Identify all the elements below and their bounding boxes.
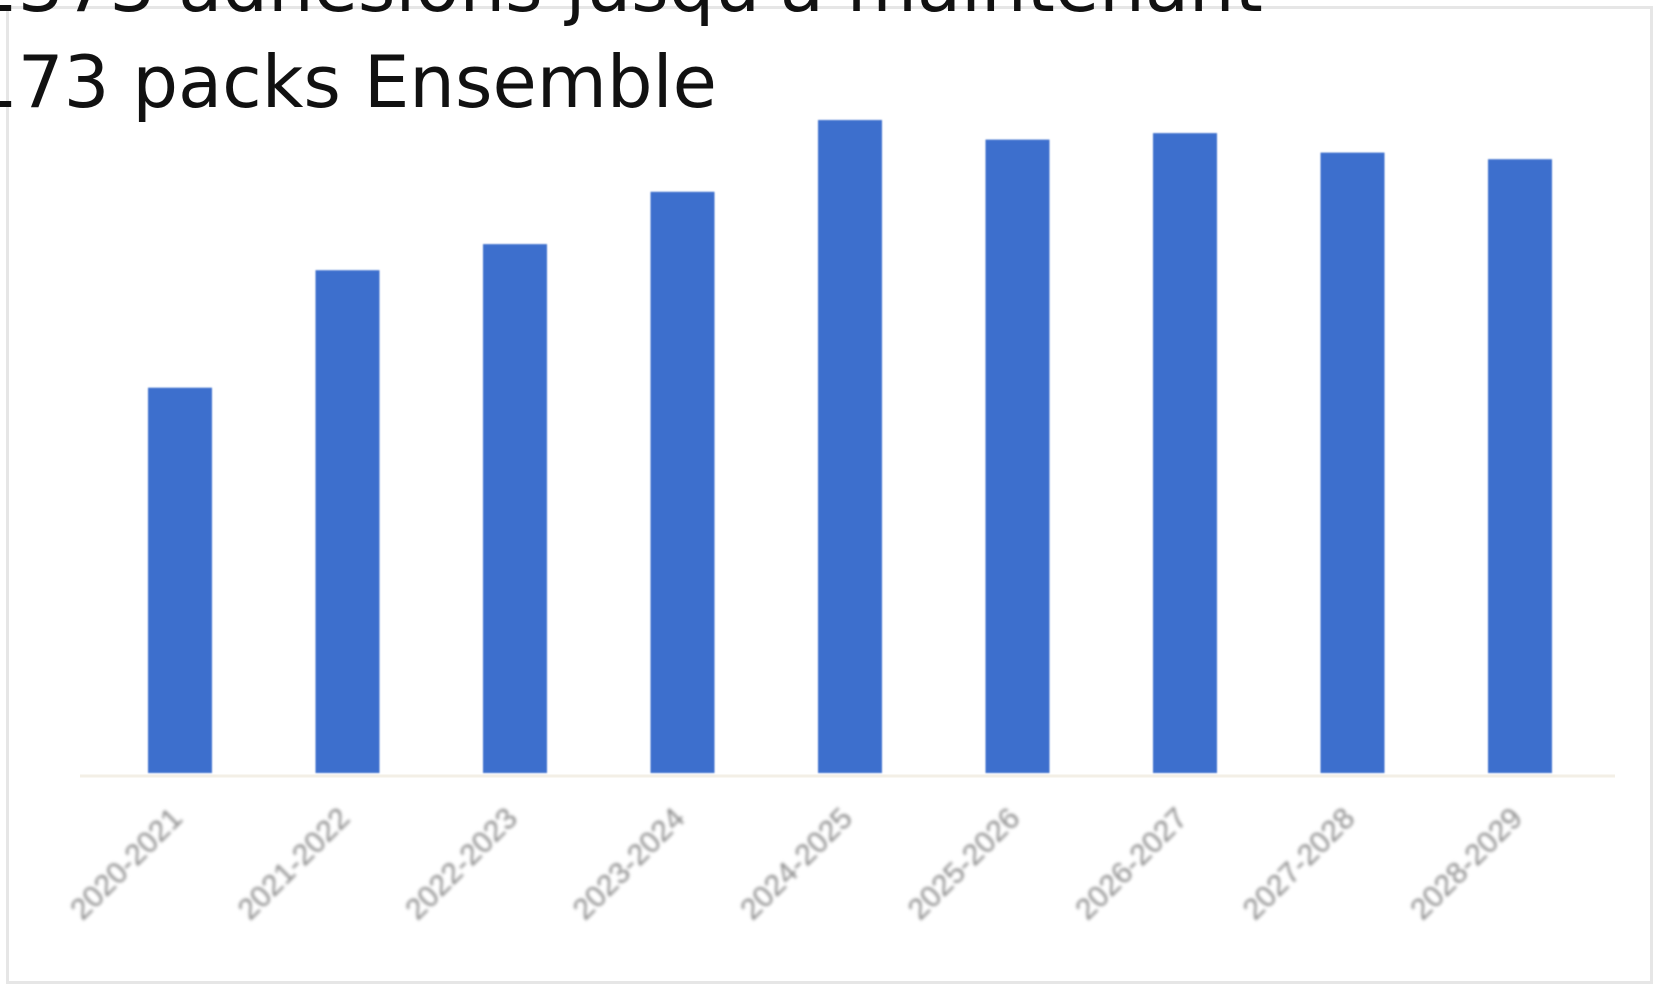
x-tick-label: 2021-2022 bbox=[232, 802, 357, 927]
bar-2024-2025 bbox=[818, 120, 882, 773]
bar-2028-2029 bbox=[1488, 159, 1552, 773]
x-tick-label: 2026-2027 bbox=[1069, 802, 1194, 927]
bar-2022-2023 bbox=[483, 244, 547, 774]
headline-line-1: 1373 adhésions jusqu'à maintenant bbox=[0, 0, 1263, 34]
x-tick-label: 2023-2024 bbox=[567, 802, 692, 927]
x-tick-label: 2025-2026 bbox=[902, 802, 1027, 927]
bar-2021-2022 bbox=[315, 270, 380, 773]
x-tick-label: 2024-2025 bbox=[734, 802, 859, 927]
bars-group bbox=[148, 120, 1552, 774]
x-tick-label: 2027-2028 bbox=[1237, 802, 1362, 927]
x-tick-label: 2020-2021 bbox=[64, 802, 189, 927]
bar-2027-2028 bbox=[1320, 152, 1385, 774]
x-tick-label: 2028-2029 bbox=[1404, 802, 1529, 927]
bar-2023-2024 bbox=[650, 191, 715, 774]
headline: 1373 adhésions jusqu'à maintenant 173 pa… bbox=[0, 0, 1263, 130]
bar-2026-2027 bbox=[1153, 133, 1217, 774]
bar-2020-2021 bbox=[148, 387, 212, 773]
x-tick-label: 2022-2023 bbox=[399, 802, 524, 927]
x-tick-labels: 2020-2021 2021-2022 2022-2023 2023-2024 2024… bbox=[64, 802, 1529, 927]
bar-2025-2026 bbox=[985, 139, 1050, 774]
headline-line-2: 173 packs Ensemble bbox=[0, 40, 717, 124]
